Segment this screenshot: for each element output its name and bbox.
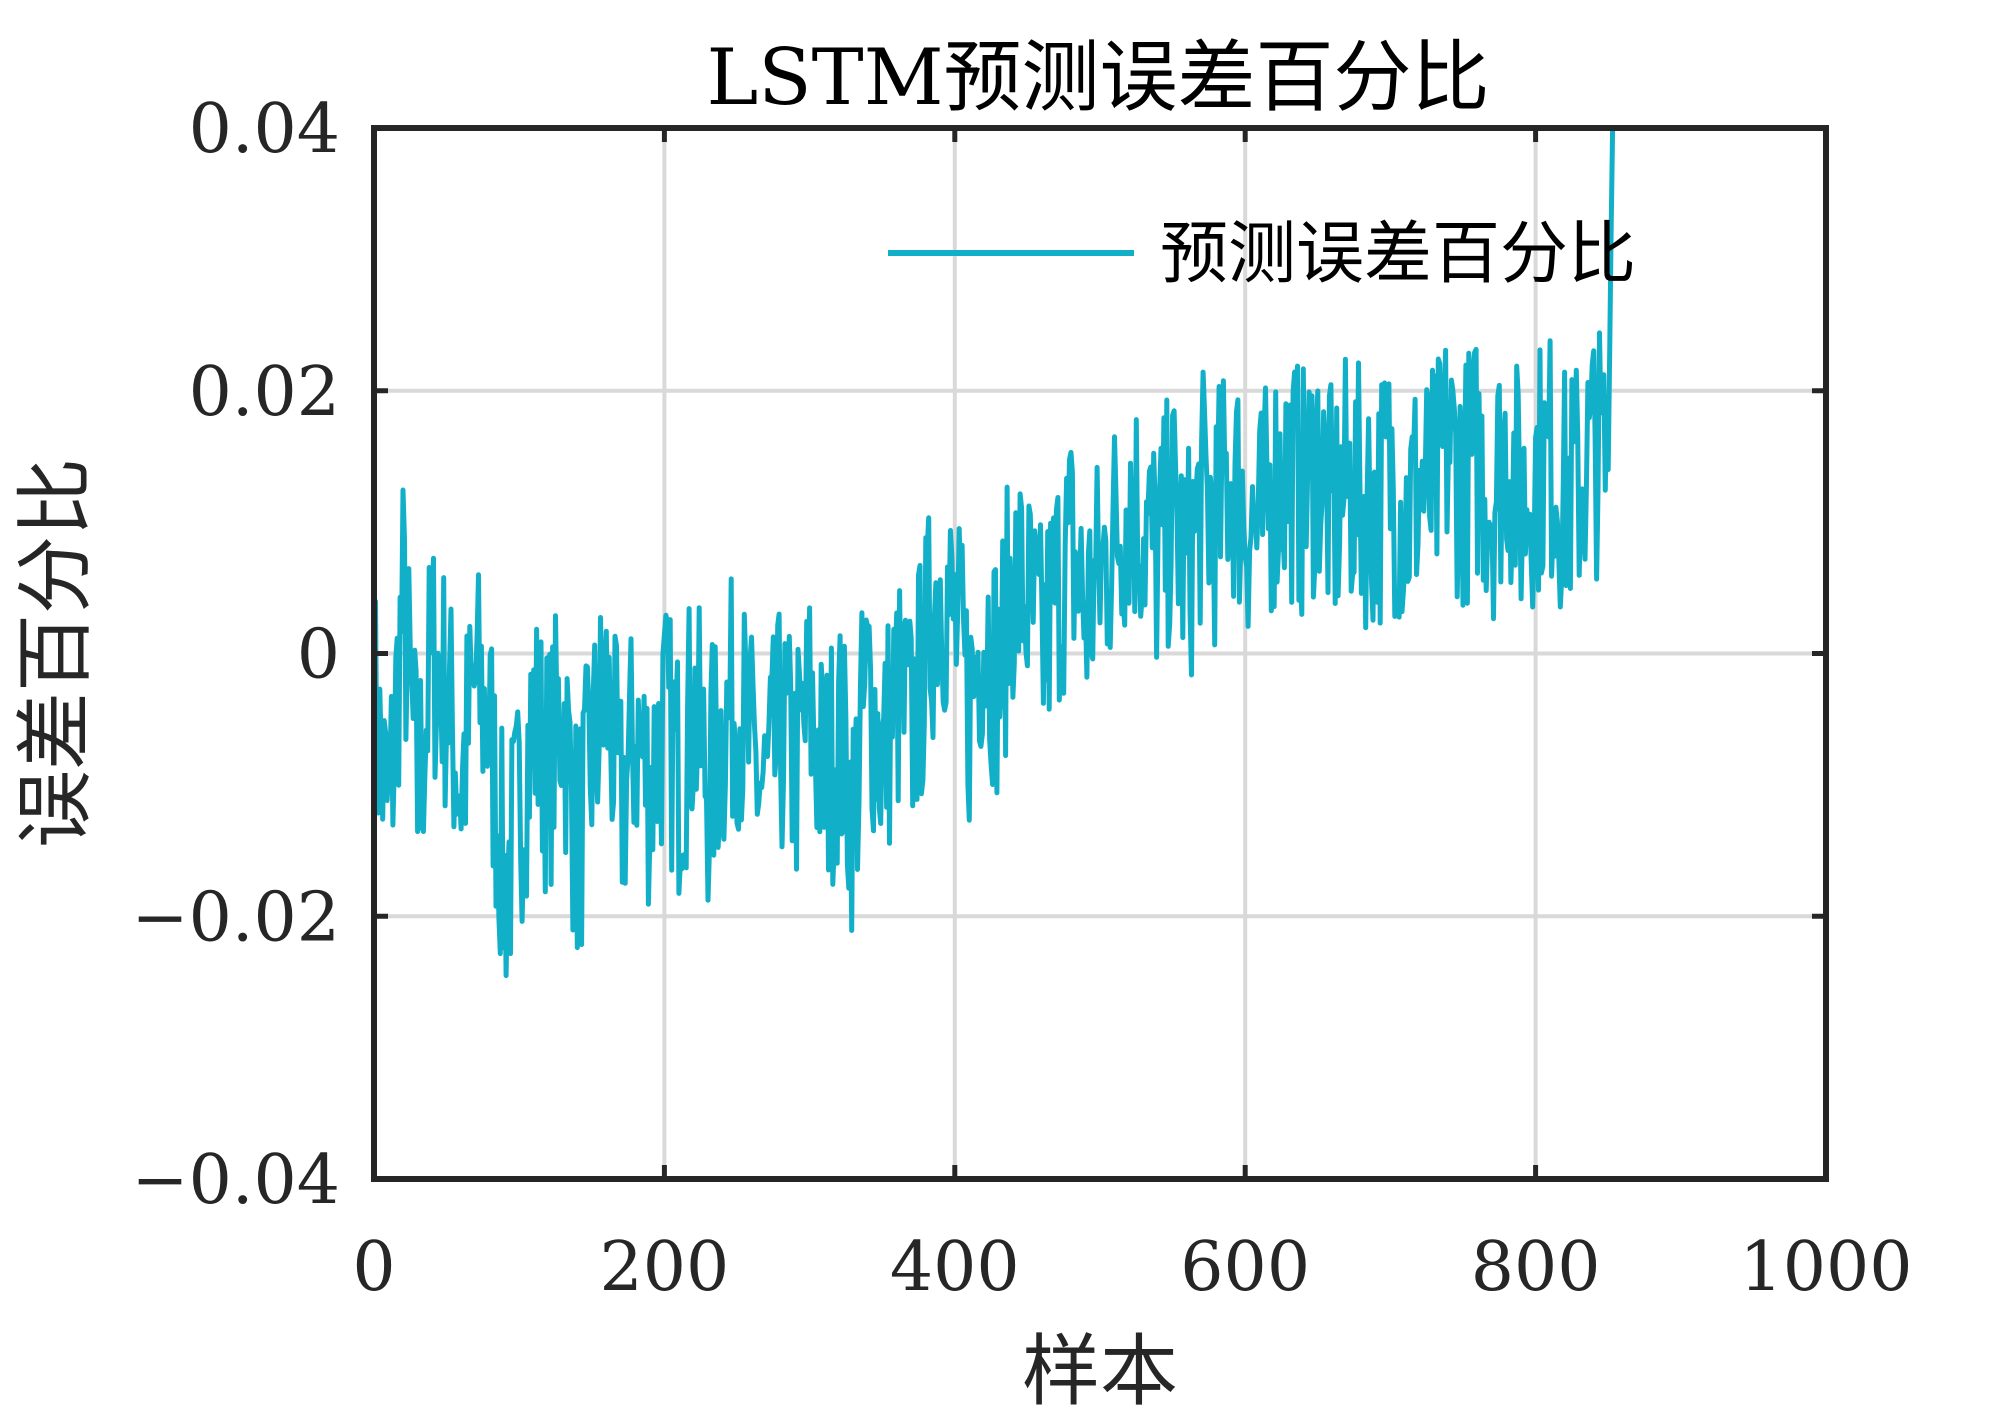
x-axis-label: 样本 xyxy=(1022,1327,1178,1417)
tick-marks xyxy=(371,125,1829,1182)
x-tick-label: 400 xyxy=(890,1228,1020,1307)
chart-title: LSTM预测误差百分比 xyxy=(706,33,1489,123)
x-tick-label: 200 xyxy=(600,1228,730,1307)
x-tick-label: 0 xyxy=(352,1228,395,1307)
y-axis-label: 误差百分比 xyxy=(11,458,101,848)
legend: 预测误差百分比 xyxy=(888,215,1636,294)
y-tick-label: 0.02 xyxy=(189,353,340,432)
x-tick-label: 1000 xyxy=(1739,1228,1912,1307)
x-tick-labels: 0 200 400 600 800 1000 xyxy=(352,1228,1912,1307)
legend-label: 预测误差百分比 xyxy=(1160,215,1636,294)
x-tick-label: 800 xyxy=(1471,1228,1601,1307)
series-group xyxy=(371,127,1616,979)
y-tick-label: 0 xyxy=(297,616,340,695)
x-tick-label: 600 xyxy=(1180,1228,1310,1307)
y-tick-label: 0.04 xyxy=(189,90,340,169)
series-line-prediction-error xyxy=(371,127,1616,979)
y-tick-label: −0.02 xyxy=(132,878,340,957)
y-tick-labels: −0.04 −0.02 0 0.02 0.04 xyxy=(132,90,340,1220)
y-tick-label: −0.04 xyxy=(132,1141,340,1220)
